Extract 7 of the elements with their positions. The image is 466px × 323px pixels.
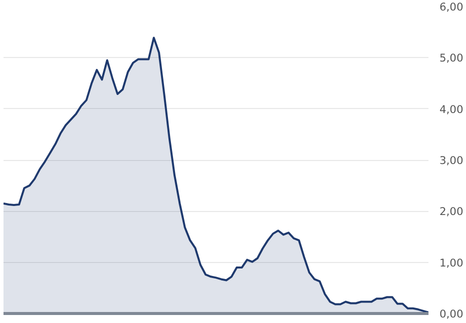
y-tick-label: 0,00 — [440, 308, 464, 320]
y-tick-label: 5,00 — [440, 52, 464, 65]
y-tick-label: 6,00 — [440, 0, 464, 14]
y-tick-label: 1,00 — [440, 256, 464, 270]
y-tick-label: 4,00 — [440, 102, 464, 116]
y-tick-label: 2,00 — [440, 205, 464, 218]
y-tick-label: 3,00 — [440, 154, 464, 167]
